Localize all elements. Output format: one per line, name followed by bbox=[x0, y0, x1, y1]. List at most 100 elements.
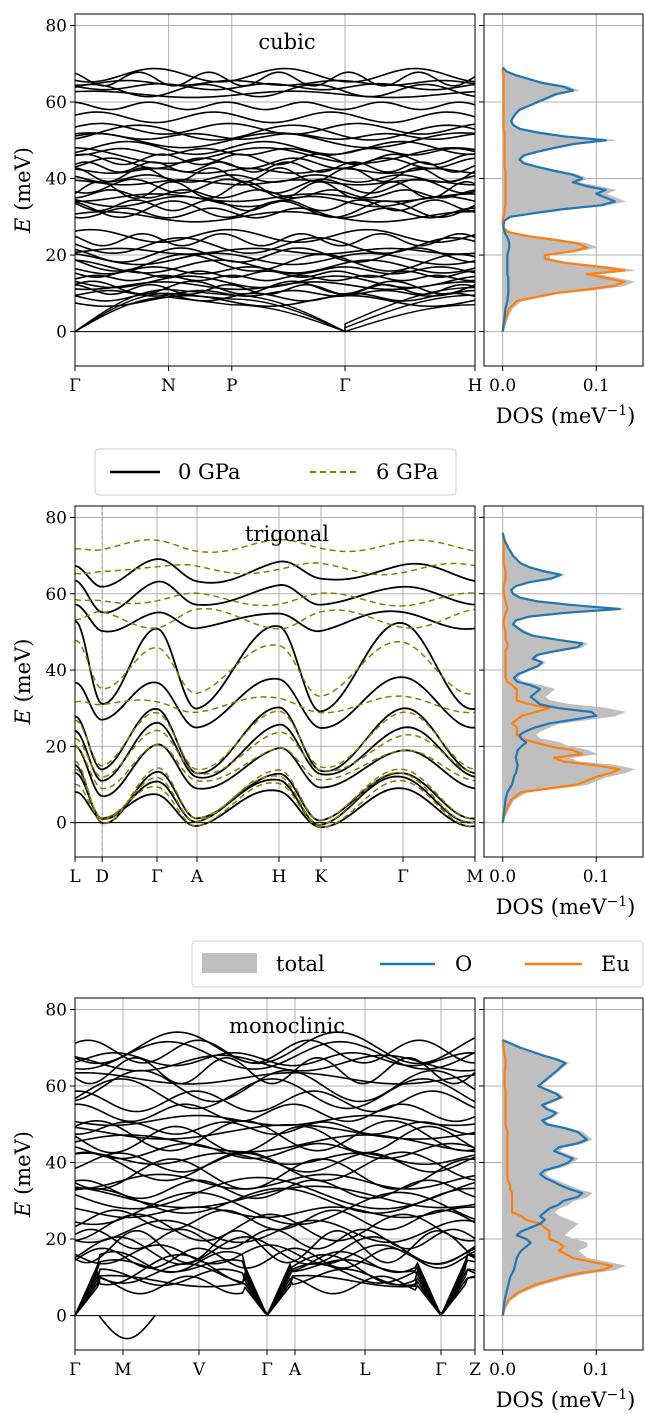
x-tick-label: V bbox=[192, 1360, 206, 1380]
y-tick-label: 0 bbox=[56, 814, 67, 834]
band-line bbox=[75, 82, 475, 91]
band-line bbox=[75, 1250, 475, 1317]
band-line bbox=[75, 1142, 475, 1160]
band-line bbox=[75, 1039, 475, 1064]
band-line-0gpa bbox=[75, 603, 475, 633]
y-tick-label: 20 bbox=[45, 1230, 67, 1250]
band-line-0gpa bbox=[75, 579, 475, 614]
band-line bbox=[75, 253, 475, 272]
band-line bbox=[75, 1179, 475, 1200]
band-line bbox=[75, 174, 475, 183]
band-line bbox=[75, 1090, 475, 1113]
x-tick-label: M bbox=[466, 867, 483, 887]
band-line-0gpa bbox=[75, 772, 475, 826]
band-line bbox=[75, 1103, 475, 1123]
band-line bbox=[75, 210, 475, 223]
y-tick-label: 80 bbox=[45, 16, 67, 36]
x-tick-label: 0.1 bbox=[583, 376, 610, 396]
x-tick-label: Γ bbox=[261, 1360, 273, 1380]
band-line bbox=[75, 1209, 475, 1231]
dos-panel-cubic: 0.0 0.1 DOS (meV−1) bbox=[479, 13, 644, 428]
panel-title: monoclinic bbox=[229, 1014, 345, 1038]
y-tick-label: 40 bbox=[45, 1154, 67, 1174]
axes-frame bbox=[483, 997, 644, 1351]
dos-line-Eu bbox=[501, 1039, 614, 1316]
y-tick-label: 80 bbox=[45, 508, 67, 528]
band-line bbox=[75, 1185, 475, 1209]
x-tick-label: 0.0 bbox=[489, 867, 516, 887]
panel-title: cubic bbox=[258, 30, 315, 54]
band-line bbox=[75, 122, 475, 135]
band-line bbox=[75, 67, 475, 83]
y-tick-label: 40 bbox=[45, 170, 67, 190]
x-tick-label: M bbox=[114, 1360, 131, 1380]
band-line-6gpa bbox=[75, 592, 475, 607]
band-line bbox=[75, 180, 475, 200]
dos-line-O bbox=[501, 532, 621, 823]
band-line-6gpa bbox=[75, 639, 475, 697]
band-line-0gpa bbox=[75, 721, 475, 782]
x-tick-label: L bbox=[359, 1360, 370, 1380]
band-line bbox=[75, 228, 475, 244]
y-axis-label: E (meV) bbox=[11, 147, 35, 234]
band-line bbox=[75, 193, 475, 203]
band-line bbox=[75, 1213, 475, 1242]
y-tick-label: 40 bbox=[45, 661, 67, 681]
dos-axis-label: DOS (meV−1) bbox=[496, 1387, 636, 1412]
band-line-6gpa bbox=[75, 729, 475, 778]
band-line bbox=[75, 274, 475, 282]
band-line bbox=[75, 1114, 475, 1127]
band-line-0gpa bbox=[75, 706, 475, 775]
band-line bbox=[75, 1134, 475, 1153]
band-panel-cubic: 0 20 40 60 80 Γ N P Γ H E (meV) cubic bbox=[11, 13, 482, 396]
band-line-6gpa bbox=[75, 695, 475, 714]
x-tick-label: A bbox=[288, 1360, 302, 1380]
band-line bbox=[75, 1158, 475, 1190]
y-axis-label: E (meV) bbox=[11, 1131, 35, 1218]
x-tick-label: L bbox=[69, 867, 80, 887]
band-line bbox=[75, 259, 475, 274]
band-line bbox=[75, 111, 475, 124]
band-line bbox=[75, 1071, 475, 1085]
imaginary-mode bbox=[98, 1315, 156, 1340]
legend-dos: total O Eu bbox=[191, 940, 644, 988]
legend-label-O: O bbox=[455, 952, 472, 976]
band-line bbox=[75, 1244, 475, 1265]
band-line-6gpa bbox=[75, 607, 475, 630]
band-line-0gpa bbox=[75, 743, 475, 798]
x-tick-label: Z bbox=[469, 1360, 481, 1380]
legend-label-6gpa: 6 GPa bbox=[376, 460, 439, 484]
band-line-0gpa bbox=[75, 787, 475, 829]
band-line bbox=[75, 1054, 475, 1072]
x-tick-label: Γ bbox=[397, 867, 409, 887]
band-line-6gpa bbox=[75, 538, 475, 553]
y-tick-label: 60 bbox=[45, 1077, 67, 1097]
band-line bbox=[75, 1031, 475, 1065]
band-line-6gpa bbox=[75, 710, 475, 771]
band-line bbox=[75, 252, 475, 266]
axes-frame bbox=[74, 13, 476, 367]
band-line bbox=[75, 79, 475, 87]
panel-title: trigonal bbox=[245, 522, 329, 546]
band-line bbox=[75, 1152, 475, 1166]
y-tick-label: 0 bbox=[56, 1307, 67, 1327]
band-line bbox=[75, 157, 475, 170]
x-tick-label: Γ bbox=[69, 376, 81, 396]
band-line bbox=[75, 232, 475, 247]
dos-total-area bbox=[502, 1039, 627, 1316]
band-line bbox=[75, 1219, 475, 1244]
y-tick-label: 20 bbox=[45, 246, 67, 266]
band-line bbox=[75, 90, 475, 99]
band-line bbox=[75, 236, 475, 254]
y-tick-label: 80 bbox=[45, 1000, 67, 1020]
x-tick-label: 0.1 bbox=[583, 867, 610, 887]
axes-frame bbox=[74, 997, 476, 1351]
x-tick-label: Γ bbox=[435, 1360, 447, 1380]
dos-axis-label: DOS (meV−1) bbox=[496, 403, 636, 428]
band-curves bbox=[75, 538, 475, 829]
band-line-6gpa bbox=[75, 562, 475, 576]
legend-label-0gpa: 0 GPa bbox=[178, 460, 241, 484]
band-line bbox=[75, 153, 475, 166]
dos-panel-monoclinic: 0.0 0.1 DOS (meV−1) bbox=[479, 997, 644, 1412]
